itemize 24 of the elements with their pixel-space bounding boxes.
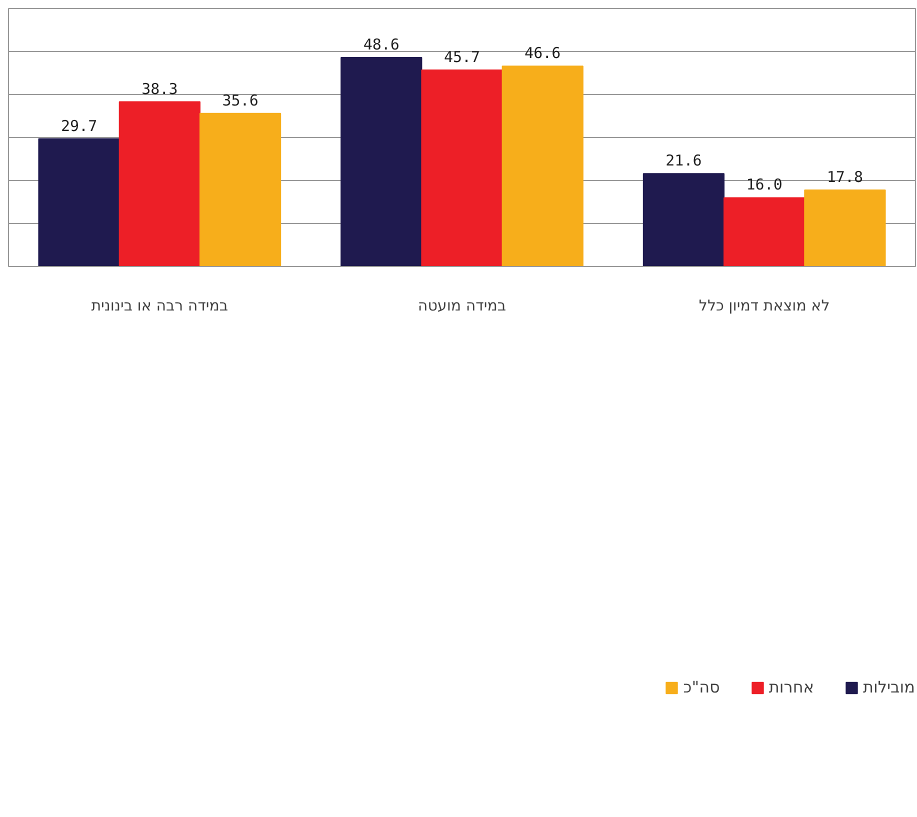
data-label: 46.6 (524, 44, 561, 62)
data-label: 45.7 (444, 48, 480, 66)
data-label: 29.7 (60, 116, 98, 135)
x-tick-label: במידה מועטה (418, 296, 506, 314)
bar (502, 66, 584, 266)
x-tick-label: במידה רבה או בינונית (91, 296, 228, 314)
legend-label: מובילות (862, 678, 915, 697)
bar (340, 57, 422, 266)
data-label: 48.6 (363, 36, 400, 54)
bar (421, 69, 503, 266)
bar (642, 173, 725, 266)
data-label: 21.6 (666, 152, 702, 170)
data-label: 35.6 (222, 91, 258, 110)
bar (38, 138, 120, 266)
legend-label: סה"כ (683, 678, 720, 697)
data-label: 38.3 (142, 80, 178, 98)
data-label: 17.8 (826, 168, 864, 186)
bar (804, 189, 886, 266)
bar (199, 112, 282, 266)
x-tick-label: לא מוצאת דמיון כלל (698, 296, 830, 314)
legend-label: אחרות (768, 678, 814, 697)
data-label: 16.0 (746, 176, 782, 194)
bar (118, 101, 200, 266)
bar (724, 197, 806, 266)
